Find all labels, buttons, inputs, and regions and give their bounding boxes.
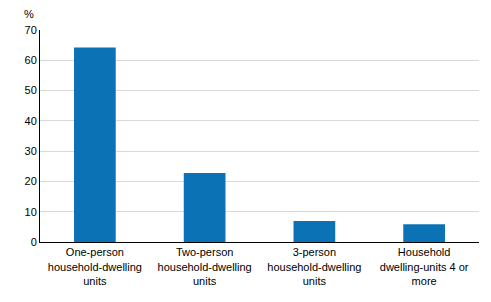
svg-text:Householddwelling-units 4 ormo: Householddwelling-units 4 ormore bbox=[380, 246, 469, 287]
svg-text:60: 60 bbox=[25, 54, 37, 66]
svg-text:One-personhousehold-dwellingun: One-personhousehold-dwellingunits bbox=[48, 246, 142, 287]
svg-text:70: 70 bbox=[25, 24, 37, 36]
svg-text:3-personhousehold-dwellingunit: 3-personhousehold-dwellingunits bbox=[267, 246, 361, 287]
svg-text:40: 40 bbox=[25, 115, 37, 127]
svg-text:20: 20 bbox=[25, 175, 37, 187]
svg-text:50: 50 bbox=[25, 84, 37, 96]
svg-text:Two-personhousehold-dwellingun: Two-personhousehold-dwellingunits bbox=[158, 246, 252, 287]
svg-text:%: % bbox=[24, 8, 34, 20]
svg-text:0: 0 bbox=[31, 236, 37, 248]
svg-text:10: 10 bbox=[25, 206, 37, 218]
svg-text:30: 30 bbox=[25, 145, 37, 157]
